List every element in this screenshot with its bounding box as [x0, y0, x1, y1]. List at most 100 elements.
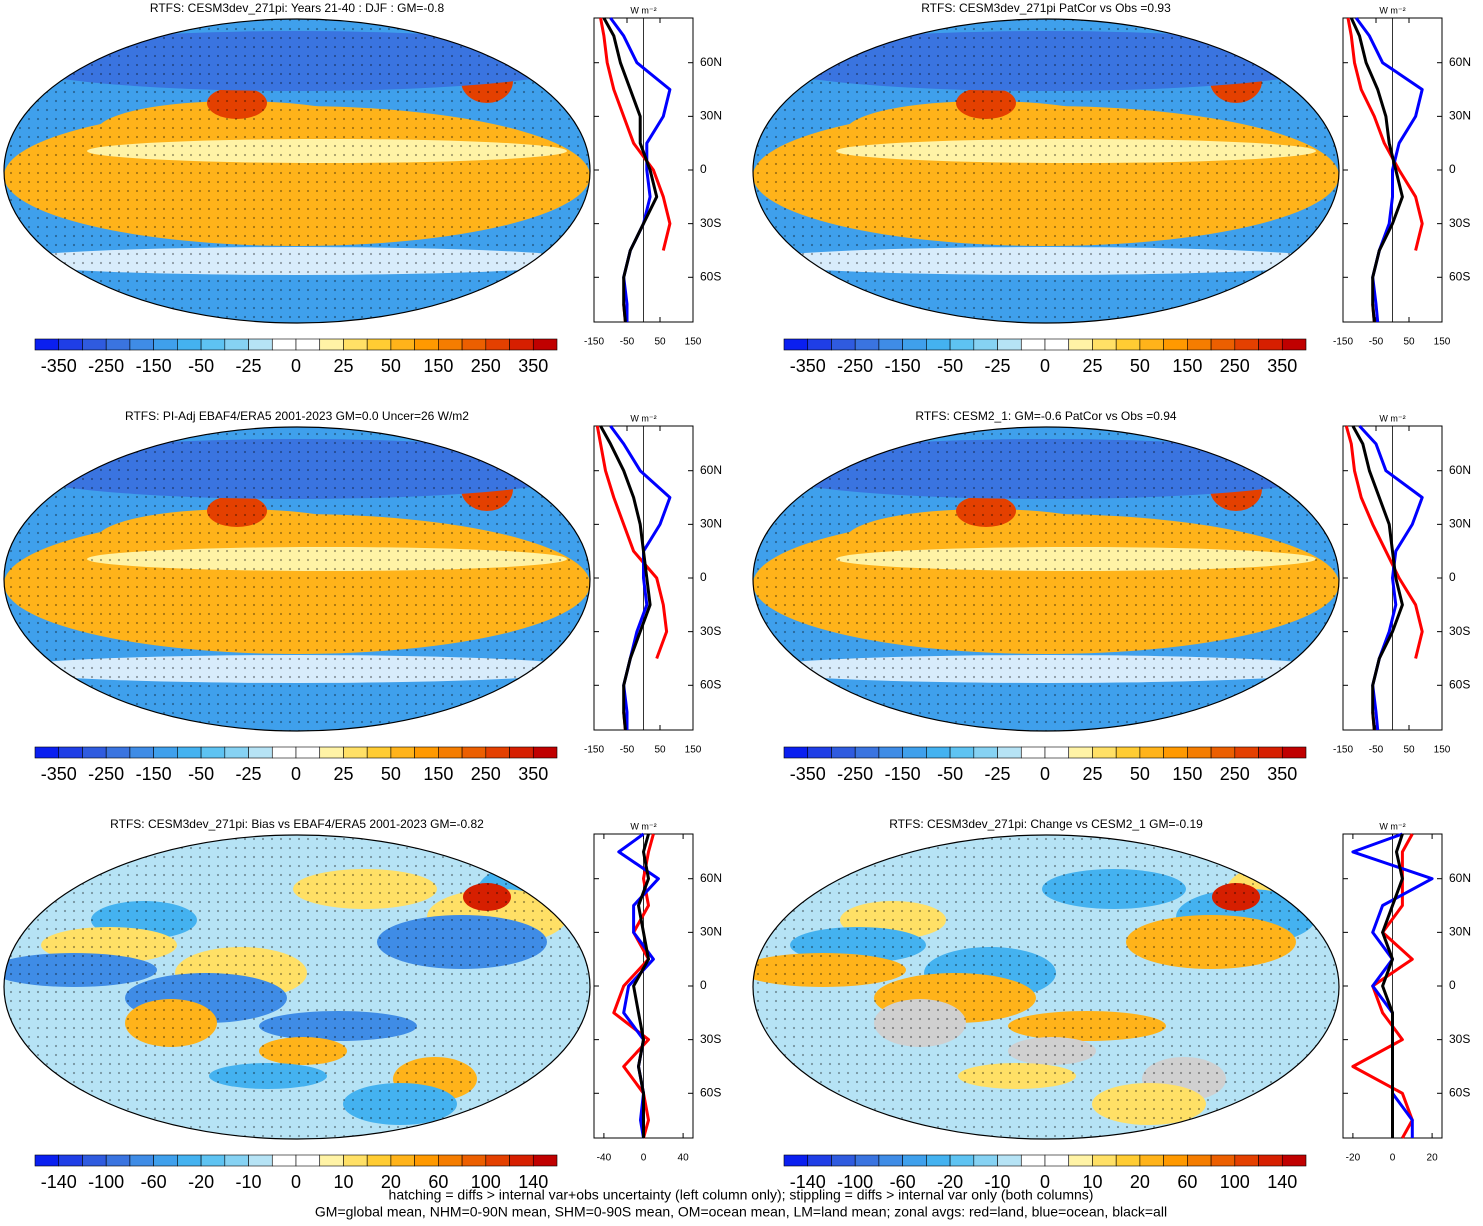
colorbar-box — [831, 1154, 856, 1167]
colorbar-label: 250 — [471, 764, 501, 784]
colorbar-box — [1068, 338, 1093, 351]
x-tick-label: 150 — [1434, 337, 1451, 348]
colorbar-box — [831, 746, 856, 759]
colorbar-box — [390, 338, 415, 351]
y-tick-label: 30N — [1449, 109, 1471, 123]
y-tick-label: 60N — [700, 463, 722, 477]
colorbar-label: 350 — [518, 764, 548, 784]
colorbar-box — [366, 1154, 392, 1167]
colorbar-label: 350 — [518, 356, 548, 376]
colorbar-box — [271, 1154, 297, 1167]
colorbar-label: -150 — [885, 764, 921, 784]
colorbar-box — [1068, 1154, 1093, 1167]
panel-title: RTFS: CESM3dev_271pi: Years 21-40 : DJF … — [150, 1, 445, 15]
colorbar-box — [878, 1154, 903, 1167]
colorbar-box — [343, 746, 368, 759]
colorbar-label: 20 — [1130, 1172, 1150, 1192]
colorbar-box — [1281, 746, 1307, 759]
colorbar-box — [34, 746, 60, 759]
colorbar-box — [926, 338, 951, 351]
y-tick-label: 30S — [1449, 624, 1470, 638]
colorbar-label: 100 — [471, 1172, 501, 1192]
colorbar-label: 25 — [333, 764, 353, 784]
colorbar-box — [807, 746, 832, 759]
colorbar-box — [438, 1154, 463, 1167]
colorbar-label: 50 — [381, 356, 401, 376]
colorbar-label: 140 — [518, 1172, 548, 1192]
x-tick-label: 50 — [654, 745, 666, 756]
colorbar-box — [1163, 338, 1188, 351]
map-outline — [3, 426, 591, 732]
colorbar-box — [438, 746, 463, 759]
colorbar-box — [414, 338, 439, 351]
panel-title: RTFS: CESM3dev_271pi PatCor vs Obs =0.93 — [921, 1, 1171, 15]
zonal-axis-label: W m⁻² — [1379, 821, 1405, 831]
colorbar-label: 140 — [1267, 1172, 1297, 1192]
colorbar-label: 350 — [1267, 764, 1297, 784]
colorbar-box — [926, 746, 951, 759]
colorbar-box — [1234, 1154, 1259, 1167]
colorbar-label: 10 — [1082, 1172, 1102, 1192]
colorbar-box — [438, 338, 463, 351]
colorbar-box — [177, 746, 202, 759]
colorbar-box — [1234, 338, 1259, 351]
colorbar-box — [177, 1154, 202, 1167]
zonal-axis-label: W m⁻² — [1379, 413, 1405, 423]
y-tick-label: 60S — [1449, 269, 1470, 283]
colorbar-box — [926, 1154, 951, 1167]
colorbar-label: 0 — [1040, 1172, 1050, 1192]
stippling — [753, 19, 1339, 323]
colorbar-box — [1020, 338, 1046, 351]
colorbar-label: 100 — [1220, 1172, 1250, 1192]
colorbar-label: -25 — [236, 356, 262, 376]
zonal-line — [1381, 833, 1404, 1138]
colorbar-label: -50 — [188, 356, 214, 376]
x-tick-label: 20 — [1427, 1153, 1439, 1164]
colorbar-label: -100 — [88, 1172, 124, 1192]
colorbar-box — [1092, 1154, 1117, 1167]
colorbar-box — [343, 1154, 368, 1167]
y-tick-label: 60S — [1449, 677, 1470, 691]
colorbar-box — [200, 746, 226, 759]
y-tick-label: 30S — [1449, 216, 1470, 230]
colorbar-box — [1281, 1154, 1307, 1167]
map-outline — [3, 18, 591, 324]
map — [4, 427, 590, 731]
colorbar-box — [248, 1154, 273, 1167]
panel-title: RTFS: CESM2_1: GM=-0.6 PatCor vs Obs =0.… — [915, 409, 1177, 423]
colorbar-box — [224, 1154, 249, 1167]
stippling — [4, 835, 590, 1139]
colorbar-box — [82, 1154, 107, 1167]
colorbar-box — [34, 338, 60, 351]
colorbar-box — [295, 746, 321, 759]
colorbar-label: -150 — [136, 764, 172, 784]
colorbar-box — [1163, 1154, 1188, 1167]
y-tick-label: 30N — [1449, 517, 1471, 531]
colorbar-label: -20 — [937, 1172, 963, 1192]
stippling — [4, 19, 590, 323]
colorbar-box — [1187, 338, 1212, 351]
colorbar-box — [319, 338, 344, 351]
colorbar-box — [390, 746, 415, 759]
map-region — [756, 855, 836, 879]
colorbar-label: 0 — [291, 764, 301, 784]
zonal-line — [1349, 17, 1404, 323]
colorbar-box — [949, 338, 975, 351]
colorbar-label: -350 — [41, 764, 77, 784]
colorbar-box — [1020, 1154, 1046, 1167]
x-tick-label: 150 — [1434, 745, 1451, 756]
colorbar-label: -140 — [41, 1172, 77, 1192]
colorbar-box — [1163, 746, 1188, 759]
footer-line: GM=global mean, NHM=0-90N mean, SHM=0-90… — [315, 1204, 1167, 1220]
x-tick-label: 150 — [685, 745, 702, 756]
x-tick-label: -150 — [584, 337, 604, 348]
colorbar-box — [902, 746, 927, 759]
colorbar-box — [82, 746, 107, 759]
colorbar-box — [461, 1154, 487, 1167]
colorbar-label: -140 — [790, 1172, 826, 1192]
colorbar-box — [129, 746, 154, 759]
y-tick-label: 60N — [1449, 463, 1471, 477]
colorbar-box — [807, 1154, 832, 1167]
colorbar-box — [831, 338, 856, 351]
colorbar-label: 250 — [471, 356, 501, 376]
